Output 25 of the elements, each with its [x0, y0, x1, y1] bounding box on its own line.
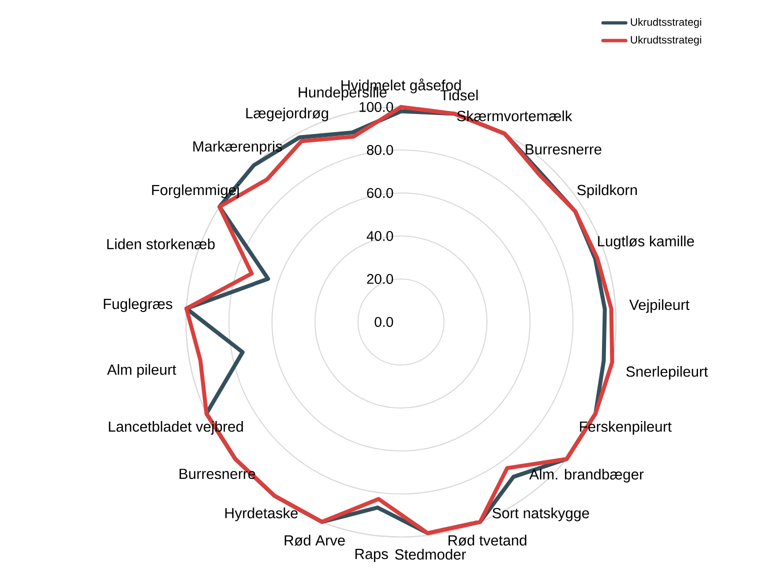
spoke-label: Raps — [355, 548, 388, 562]
spoke-label: Alm pileurt — [107, 364, 176, 378]
spoke-label: Sort natskygge — [492, 508, 590, 522]
y-tick-label: 60.0 — [367, 188, 394, 198]
spoke-label: Burresnerre — [526, 144, 602, 155]
y-tick-label: 0.0 — [374, 317, 394, 327]
spoke-label: Lægejordrøg — [246, 108, 328, 122]
spoke-label: Lugtløs kamille — [598, 236, 694, 250]
y-tick-label: 20.0 — [367, 274, 394, 284]
y-tick-label: 40.0 — [366, 231, 394, 241]
spoke-label: Alm. brandbæger — [529, 468, 644, 482]
spoke-label: Liden storkenæb — [107, 238, 215, 250]
spoke-label: Vejpileurt — [629, 299, 690, 313]
spoke-label: Stedmoder — [395, 548, 466, 560]
spoke-label: Hyrdetaske — [225, 508, 298, 522]
spoke-label: Rød tvetand — [448, 534, 526, 546]
spoke-label: Markærenpris — [193, 140, 282, 154]
y-tick-label: 80.0 — [366, 145, 394, 155]
y-tick-label: 100.0 — [360, 102, 394, 112]
spoke-label: Snerlepileurt — [626, 366, 708, 380]
legend-label: Ukrudtsstrategi — [630, 18, 702, 28]
spoke-label: Rød Arve — [284, 534, 345, 546]
legend-label: Ukrudtsstrategi — [630, 36, 702, 46]
spoke-label: Fuglegræs — [104, 298, 172, 312]
spoke-label: Spildkorn — [577, 184, 637, 198]
